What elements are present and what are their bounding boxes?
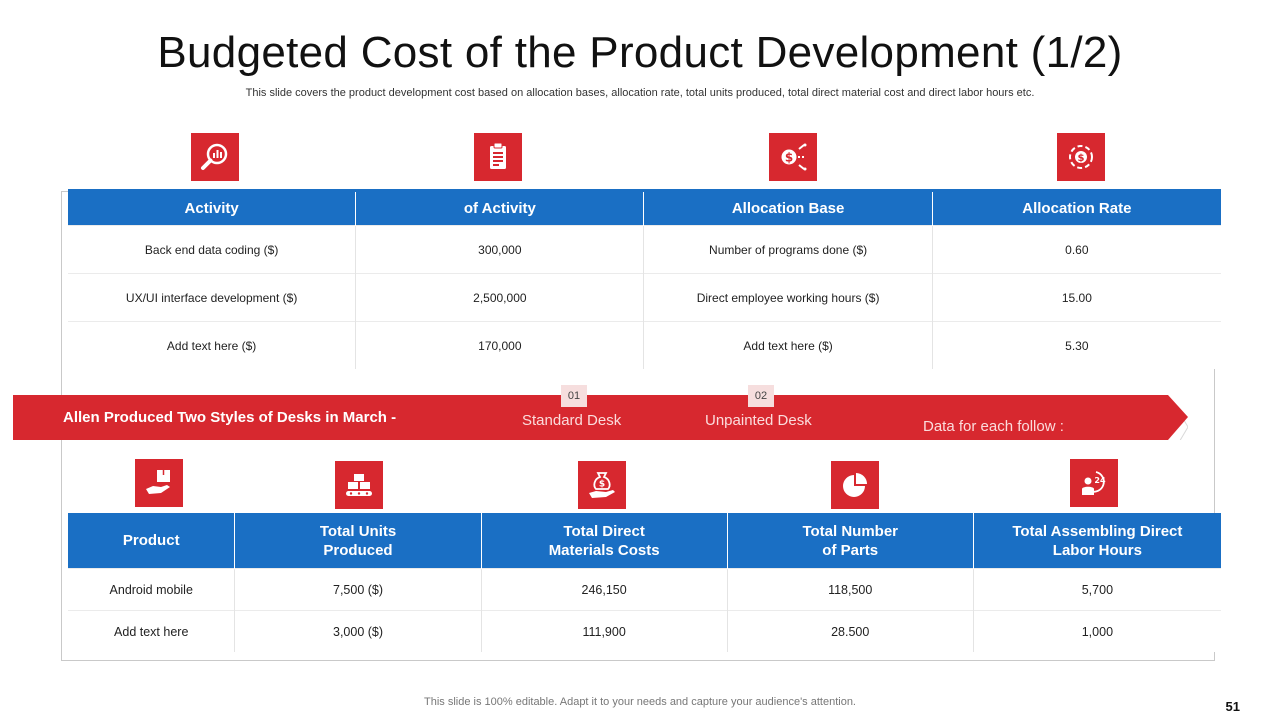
allocation-table: Activity of Activity Allocation Base All… [68, 189, 1221, 369]
tag-02: 02 [748, 385, 774, 407]
worker-24h-icon: 24 [1070, 459, 1118, 507]
svg-text:$: $ [599, 480, 605, 490]
header-line: Materials Costs [548, 541, 660, 559]
header-line: Total Units [319, 522, 397, 540]
table-cell: Number of programs done ($) [643, 225, 933, 274]
table-cell: 0.60 [931, 225, 1221, 274]
table-cell: 5,700 [972, 568, 1221, 611]
table-row: UX/UI interface development ($) 2,500,00… [68, 273, 1221, 322]
slide-footer: This slide is 100% editable. Adapt it to… [424, 696, 856, 708]
header-line: Produced [323, 541, 393, 559]
header-line: of Parts [822, 541, 879, 559]
table-header-cell: Allocation Base [643, 189, 933, 226]
table-header-cell: Total Assembling Direct Labor Hours [972, 513, 1221, 569]
table-cell: 15.00 [931, 273, 1221, 322]
table-cell: 2,500,000 [355, 273, 644, 322]
banner-label-standard-desk: Standard Desk [522, 412, 622, 429]
production-table: Product Total Units Produced Total Direct… [68, 513, 1221, 652]
table-cell: 246,150 [480, 568, 728, 611]
header-line: Total Assembling Direct [1012, 522, 1183, 540]
table-header-cell: Total Units Produced [234, 513, 482, 569]
banner-text: Allen Produced Two Styles of Desks in Ma… [63, 409, 397, 426]
banner-label-data-follow: Data for each follow : [923, 418, 1064, 435]
table-cell: 300,000 [355, 225, 644, 274]
banner-arrow [13, 395, 1188, 440]
table-cell: 170,000 [355, 321, 644, 369]
pie-chart-icon [831, 461, 879, 509]
table-row: Add text here 3,000 ($) 111,900 28.500 1… [68, 610, 1221, 652]
banner-label-unpainted-desk: Unpainted Desk [705, 412, 812, 429]
table-row: Add text here ($) 170,000 Add text here … [68, 321, 1221, 369]
svg-text:$: $ [785, 151, 793, 165]
slide-subtitle: This slide covers the product developmen… [245, 87, 1035, 99]
svg-text:24: 24 [1094, 476, 1106, 485]
hand-box-icon [135, 459, 183, 507]
table-row: Back end data coding ($) 300,000 Number … [68, 225, 1221, 274]
table-row: Android mobile 7,500 ($) 246,150 118,500… [68, 568, 1221, 611]
table-cell: Direct employee working hours ($) [643, 273, 933, 322]
table-cell: UX/UI interface development ($) [68, 273, 356, 322]
table-header-row: Product Total Units Produced Total Direct… [68, 513, 1221, 569]
cycle-dollar-icon: $ [1057, 133, 1105, 181]
table-header-row: Activity of Activity Allocation Base All… [68, 189, 1221, 226]
table-cell: Add text here [68, 610, 235, 652]
header-line: Total Number [802, 522, 898, 540]
conveyor-boxes-icon [335, 461, 383, 509]
tag-01: 01 [561, 385, 587, 407]
header-line: Labor Hours [1052, 541, 1142, 559]
table-cell: 28.500 [726, 610, 974, 652]
money-bag-hand-icon: $ [578, 461, 626, 509]
magnifier-chart-icon [191, 133, 239, 181]
table-header-cell: Activity [68, 189, 356, 226]
table-cell: Add text here ($) [643, 321, 933, 369]
svg-text:$: $ [1078, 153, 1085, 164]
slide-title: Budgeted Cost of the Product Development… [157, 28, 1123, 77]
header-line: Total Direct [563, 522, 645, 540]
table-cell: 7,500 ($) [234, 568, 482, 611]
table-header-cell: Total Number of Parts [726, 513, 974, 569]
page-number: 51 [1225, 699, 1240, 714]
table-cell: 1,000 [972, 610, 1221, 652]
table-header-cell: Allocation Rate [931, 189, 1221, 226]
table-cell: 5.30 [931, 321, 1221, 369]
header-line: Product [122, 532, 180, 549]
document-clipboard-icon [474, 133, 522, 181]
dollar-allocation-icon: $ [769, 133, 817, 181]
table-cell: 118,500 [726, 568, 974, 611]
table-cell: Add text here ($) [68, 321, 356, 369]
table-header-cell: Product [68, 513, 235, 569]
table-cell: 111,900 [480, 610, 728, 652]
table-header-cell: of Activity [355, 189, 644, 226]
table-header-cell: Total Direct Materials Costs [480, 513, 728, 569]
table-cell: 3,000 ($) [234, 610, 482, 652]
table-cell: Android mobile [68, 568, 235, 611]
table-cell: Back end data coding ($) [68, 225, 356, 274]
